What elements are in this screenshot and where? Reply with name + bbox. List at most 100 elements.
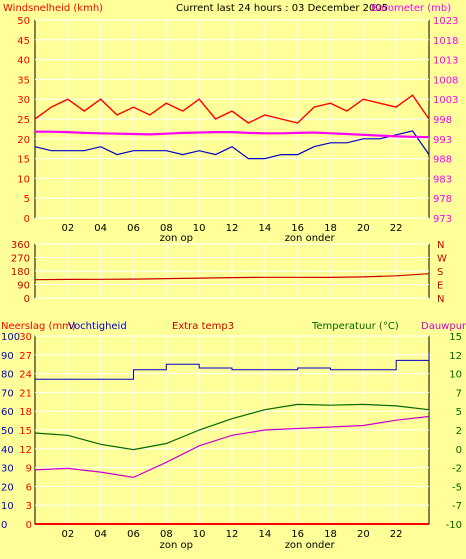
- x-tick-label: 16: [291, 529, 304, 540]
- rain-y-tick-label: 9: [26, 464, 32, 475]
- temperature-y-tick-label: 7: [456, 388, 462, 399]
- humidity-y-tick-label: 0: [1, 520, 7, 531]
- pressure-y-tick-label: 988: [433, 155, 452, 166]
- wind-speed-series: [34, 94, 430, 124]
- dewpoint-axis-title: Dauwpunt: [421, 321, 466, 332]
- humidity-series: [35, 352, 430, 380]
- x-tick-label: 14: [258, 529, 271, 540]
- rain-y-tick-label: 27: [19, 351, 32, 362]
- wind-y-tick-label: 25: [17, 115, 30, 126]
- pressure-y-tick-label: 1003: [433, 95, 458, 106]
- dewpoint-series: [34, 415, 430, 479]
- sunset-label: zon onder: [285, 233, 336, 244]
- rain-axis-title: Neerslag (mm): [1, 321, 76, 332]
- compass-label: W: [437, 254, 447, 265]
- temperature-y-tick-label: -5: [452, 482, 462, 493]
- direction-y-tick-label: 270: [11, 254, 30, 265]
- temperature-y-tick-label: 2: [456, 426, 462, 437]
- wind-y-tick-label: 15: [17, 155, 30, 166]
- sunrise-label: zon op: [160, 540, 193, 551]
- panel-wind-pressure-content: 5045403530252015105010231018101310081003…: [17, 16, 458, 244]
- pressure-axis-title: Barometer (mb): [371, 3, 451, 14]
- extra-temp-title: Extra temp3: [172, 321, 234, 332]
- direction-y-tick-label: 0: [24, 294, 30, 305]
- compass-label: E: [437, 281, 443, 292]
- temperature-y-tick-label: 0: [456, 445, 462, 456]
- x-tick-label: 10: [193, 223, 206, 234]
- direction-y-tick-label: 90: [17, 281, 30, 292]
- x-tick-label: 06: [127, 223, 140, 234]
- temperature-y-tick-label: 5: [456, 407, 462, 418]
- x-tick-label: 18: [324, 529, 337, 540]
- x-tick-label: 02: [61, 529, 74, 540]
- wind-y-tick-label: 50: [17, 16, 30, 27]
- wind-direction-series: [34, 273, 430, 281]
- wind-average-series: [34, 130, 430, 160]
- rain-y-tick-label: 3: [26, 501, 32, 512]
- rain-y-tick-label: 15: [19, 426, 32, 437]
- wind-y-tick-label: 20: [17, 135, 30, 146]
- x-tick-label: 10: [193, 529, 206, 540]
- x-tick-label: 22: [390, 529, 403, 540]
- pressure-y-tick-label: 998: [433, 115, 452, 126]
- direction-y-tick-label: 360: [11, 240, 30, 251]
- temperature-y-tick-label: -10: [446, 520, 462, 531]
- sunrise-label: zon op: [160, 233, 193, 244]
- pressure-y-tick-label: 1023: [433, 16, 458, 27]
- humidity-y-tick-label: 90: [1, 351, 14, 362]
- temperature-axis-title: Temperatuur (°C): [311, 321, 399, 332]
- x-tick-label: 12: [226, 223, 239, 234]
- x-tick-label: 12: [226, 529, 239, 540]
- pressure-y-tick-label: 1013: [433, 56, 458, 67]
- rain-y-tick-label: 18: [19, 407, 32, 418]
- x-tick-label: 20: [357, 529, 370, 540]
- humidity-y-tick-label: 10: [1, 501, 14, 512]
- humidity-y-tick-label: 60: [1, 407, 14, 418]
- sunset-label: zon onder: [285, 540, 336, 551]
- wind-axis-title: Windsnelheid (kmh): [3, 3, 103, 14]
- x-tick-label: 04: [94, 529, 107, 540]
- pressure-y-tick-label: 983: [433, 174, 452, 185]
- x-tick-label: 04: [94, 223, 107, 234]
- x-tick-label: 02: [61, 223, 74, 234]
- humidity-y-tick-label: 50: [1, 426, 14, 437]
- wind-y-tick-label: 45: [17, 36, 30, 47]
- humidity-y-tick-label: 20: [1, 482, 14, 493]
- x-tick-label: 20: [357, 223, 370, 234]
- rain-y-tick-label: 21: [19, 388, 32, 399]
- temperature-y-tick-label: 15: [449, 332, 462, 343]
- pressure-y-tick-label: 978: [433, 194, 452, 205]
- wind-y-tick-label: 40: [17, 56, 30, 67]
- rain-y-tick-label: 30: [19, 332, 32, 343]
- wind-y-tick-label: 5: [24, 194, 30, 205]
- x-tick-label: 14: [258, 223, 271, 234]
- temperature-y-tick-label: 10: [449, 370, 462, 381]
- rain-y-tick-label: 0: [26, 520, 32, 531]
- pressure-series: [35, 130, 430, 139]
- x-tick-label: 16: [291, 223, 304, 234]
- panel-temperature-humidity-content: 1009080706050403020100302724211815129630…: [1, 332, 462, 551]
- compass-label: N: [437, 294, 444, 305]
- pressure-y-tick-label: 973: [433, 214, 452, 225]
- direction-y-tick-label: 180: [11, 267, 30, 278]
- rain-y-tick-label: 6: [26, 482, 32, 493]
- wind-y-tick-label: 35: [17, 75, 30, 86]
- wind-y-tick-label: 0: [24, 214, 30, 225]
- rain-y-tick-label: 24: [19, 370, 32, 381]
- wind-y-tick-label: 10: [17, 174, 30, 185]
- rain-y-tick-label: 12: [19, 445, 32, 456]
- x-tick-label: 08: [160, 529, 173, 540]
- humidity-y-tick-label: 100: [1, 332, 20, 343]
- humidity-y-tick-label: 70: [1, 388, 14, 399]
- temperature-series: [34, 403, 430, 451]
- x-tick-label: 18: [324, 223, 337, 234]
- humidity-y-tick-label: 80: [1, 370, 14, 381]
- humidity-y-tick-label: 30: [1, 464, 14, 475]
- compass-label: N: [437, 240, 444, 251]
- temperature-y-tick-label: -7: [452, 501, 462, 512]
- x-tick-label: 06: [127, 529, 140, 540]
- compass-label: S: [437, 267, 443, 278]
- pressure-y-tick-label: 993: [433, 135, 452, 146]
